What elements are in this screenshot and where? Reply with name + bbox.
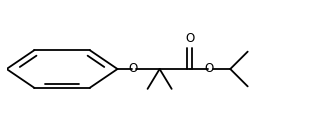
Text: O: O: [128, 63, 137, 75]
Text: O: O: [185, 32, 194, 45]
Text: O: O: [204, 63, 213, 75]
